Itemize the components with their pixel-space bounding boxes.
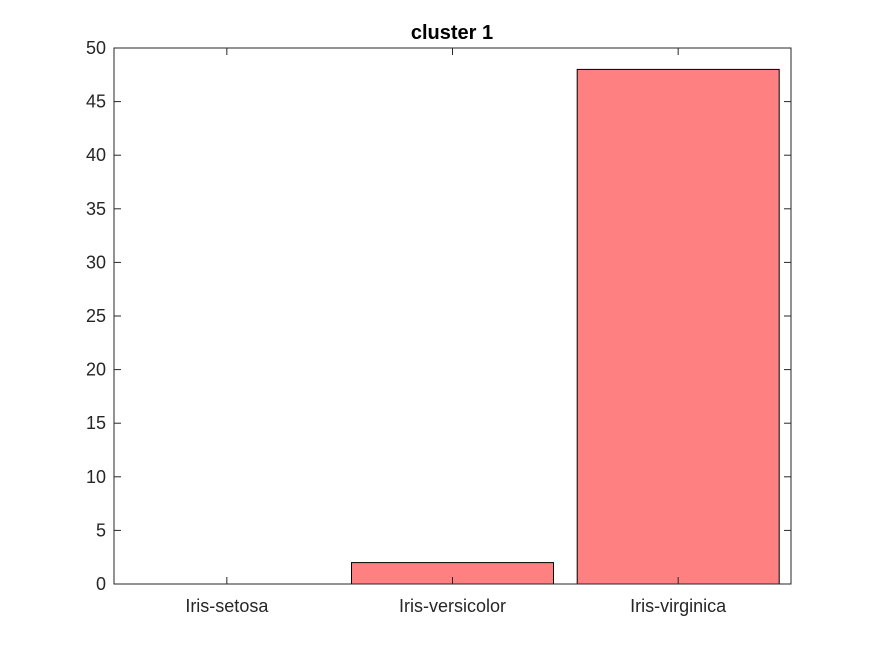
- y-tick-label: 25: [86, 306, 106, 326]
- y-tick-label: 15: [86, 413, 106, 433]
- bar-iris-virginica: [576, 68, 780, 585]
- y-tick-label: 20: [86, 360, 106, 380]
- axes-layer: [113, 47, 792, 585]
- bars-layer: [351, 68, 780, 585]
- y-tick-label: 50: [86, 38, 106, 58]
- y-tick-label: 35: [86, 199, 106, 219]
- y-tick-label: 45: [86, 92, 106, 112]
- y-tick-label: 40: [86, 145, 106, 165]
- y-tick-label: 30: [86, 252, 106, 272]
- chart-title: cluster 1: [411, 22, 493, 44]
- x-tick-label-iris-setosa: Iris-setosa: [185, 596, 269, 616]
- y-tick-label: 10: [86, 467, 106, 487]
- x-tick-label-iris-versicolor: Iris-versicolor: [399, 596, 506, 616]
- y-tick-label: 5: [96, 520, 106, 540]
- labels-layer: 0 5 10 15 20 25 30 35 40 45 50 Iris-setosa Iris-vers…: [86, 38, 727, 616]
- x-tick-label-iris-virginica: Iris-virginica: [630, 596, 727, 616]
- y-tick-label: 0: [96, 574, 106, 594]
